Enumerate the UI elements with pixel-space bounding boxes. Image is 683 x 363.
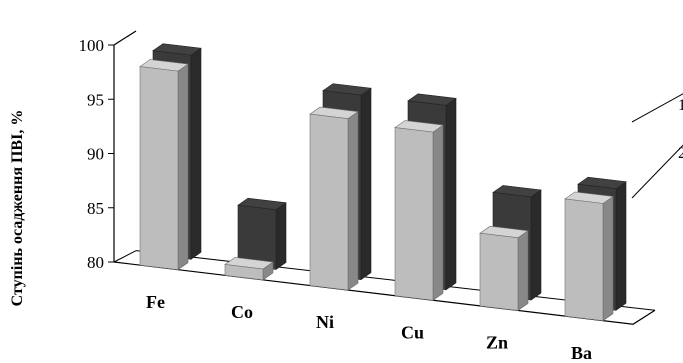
chart-bars (139, 43, 627, 322)
bar-series-1 (224, 257, 274, 281)
bar-front-face (139, 66, 179, 271)
y-tick-label: 85 (87, 199, 104, 218)
bar-side-face (360, 87, 372, 281)
bar-series-2 (237, 197, 287, 271)
y-tick-label: 90 (87, 145, 104, 164)
bar-side-face (190, 47, 202, 260)
y-tick-label: 95 (87, 90, 104, 109)
bar-side-face (445, 97, 457, 291)
series-1-leader-line (631, 93, 683, 123)
category-label: Ni (316, 312, 334, 332)
bar-series-2-co (237, 197, 287, 271)
bar-front-face (309, 113, 349, 291)
floor-front-edge (113, 261, 656, 325)
y-axis-ticks: 80 85 90 95 100 (79, 36, 114, 272)
category-label: Ba (571, 343, 592, 363)
category-label: Fe (146, 292, 165, 312)
category-label: Zn (486, 333, 508, 353)
series-1-marker: 1 (678, 97, 683, 114)
bar-series-1 (479, 225, 529, 312)
bar-side-face (275, 202, 287, 271)
bar-side-face (615, 181, 627, 311)
bar-side-face (530, 189, 542, 301)
series-2-leader-line (631, 144, 683, 199)
bar-front-face (394, 127, 434, 301)
bar-side-face (517, 230, 529, 312)
bar-side-face (602, 195, 614, 322)
series-2-marker: 2 (678, 145, 683, 162)
category-label: Cu (401, 322, 424, 342)
bar-series-1 (564, 191, 614, 322)
y-axis-line (113, 30, 137, 262)
bar-series-1 (394, 120, 444, 301)
y-axis-label: Ступінь осадження ПВІ, % (9, 110, 26, 307)
bar-series-1 (139, 59, 189, 271)
category-label: Co (231, 302, 253, 322)
bar-front-face (564, 198, 604, 322)
bar-series-1 (309, 106, 359, 291)
category-labels: Fe Co Ni Cu Zn Ba (146, 292, 592, 363)
bar-front-face (224, 264, 264, 281)
y-tick-label: 100 (79, 36, 105, 55)
bar-side-face (347, 111, 359, 291)
bar-side-face (432, 124, 444, 301)
bar-side-face (177, 63, 189, 271)
floor-left-edge (113, 250, 137, 263)
y-tick-label: 80 (87, 253, 104, 272)
series-markers: 12 (631, 93, 683, 199)
bar-front-face (479, 232, 519, 311)
